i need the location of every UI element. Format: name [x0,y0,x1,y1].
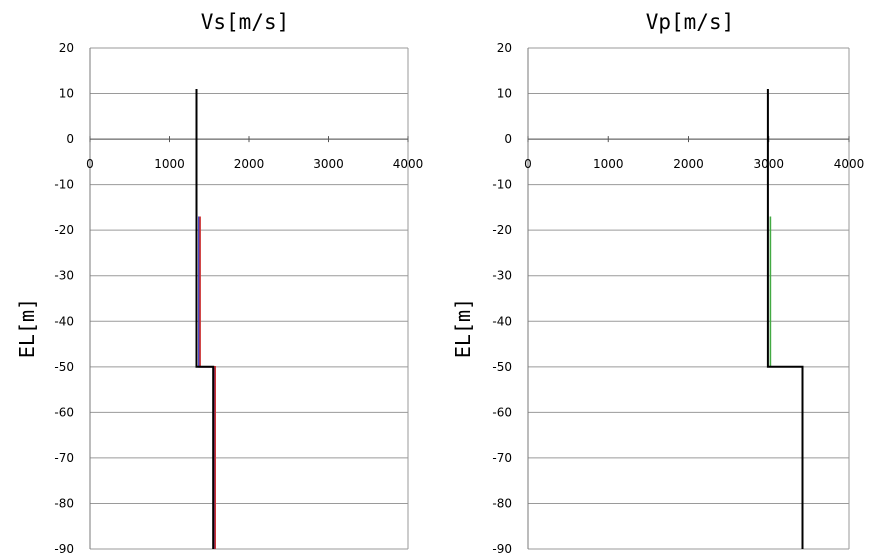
vs-y-tick-label: -70 [54,451,74,465]
vs-y-tick-label: -30 [54,269,74,283]
vp-x-tick-label: 0 [524,157,532,171]
vs-y-tick-label: -10 [54,178,74,192]
vp-y-tick-label: -90 [492,542,512,556]
vs-x-tick-label: 1000 [154,157,185,171]
vp-y-tick-label: -70 [492,451,512,465]
vs-y-tick-label: 10 [59,87,74,101]
vp-y-tick-label: -50 [492,360,512,374]
vp-x-tick-label: 4000 [834,157,865,171]
vp-y-tick-label: -80 [492,496,512,510]
vs-y-tick-label: -60 [54,405,74,419]
vs-y-tick-label: -40 [54,314,74,328]
vp-ylabel: EL[m] [451,298,475,358]
vs-ylabel: EL[m] [15,298,39,358]
vp-plot: 20 10 0 -10 -20 -30 -40 -50 -60 -70 -80 -90 0 1000 200… [492,41,864,556]
vp-y-tick-label: 20 [497,41,512,55]
vp-series-line-1 [766,89,804,549]
vp-y-tick-label: 10 [497,87,512,101]
vp-panel: Vp[m/s] EL[m] 20 10 0 -10 -20 -30 -40 -50 -60 -70… [451,10,864,556]
vs-title: Vs[m/s] [201,10,290,34]
vs-series-line-0 [198,216,215,549]
vp-title: Vp[m/s] [646,10,735,34]
vs-y-tick-label: -50 [54,360,74,374]
vp-y-tick-label: -30 [492,269,512,283]
vs-y-tick-label: -90 [54,542,74,556]
vs-y-tick-label: -80 [54,496,74,510]
vs-x-tick-label: 3000 [313,157,344,171]
vs-x-tick-label: 0 [86,157,94,171]
vp-x-tick-label: 2000 [673,157,704,171]
vp-y-tick-label: 0 [504,132,512,146]
vp-y-tick-label: -60 [492,405,512,419]
vs-panel: Vs[m/s] EL[m] 20 10 0 -10 -20 -30 -40 -50 -60 -70… [15,10,423,556]
vs-x-tick-label: 2000 [234,157,265,171]
vp-y-tick-label: -20 [492,223,512,237]
vs-series-line-2 [195,89,215,549]
vs-y-tick-label: -20 [54,223,74,237]
vp-x-tick-label: 1000 [593,157,624,171]
vs-x-tick-label: 4000 [393,157,424,171]
vs-y-tick-label: 20 [59,41,74,55]
vs-plot: 20 10 0 -10 -20 -30 -40 -50 -60 -70 -80 -90 0 1000 200… [54,41,423,556]
vp-y-tick-label: -10 [492,178,512,192]
vp-y-tick-label: -40 [492,314,512,328]
vs-y-tick-label: 0 [66,132,74,146]
